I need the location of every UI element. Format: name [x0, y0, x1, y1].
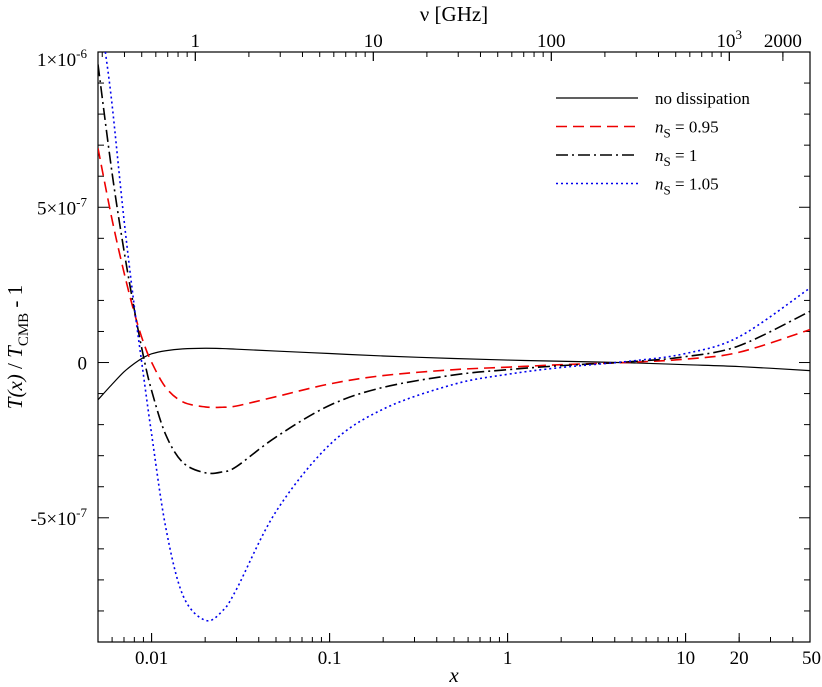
series-line-3	[104, 52, 810, 622]
x-tick-label: 10	[676, 648, 695, 669]
y-tick-label: 5×10-7	[37, 194, 88, 219]
y-axis-title: T(x) / TCMB - 1	[3, 285, 32, 409]
y-tick-label: 1×10-6	[37, 46, 88, 71]
top-tick-label: 100	[537, 31, 566, 52]
y-tick-label: 0	[78, 354, 88, 375]
top-axis-title: ν [GHz]	[420, 2, 488, 26]
series-lines	[98, 52, 810, 622]
axis-tick-labels: 0.01 0.1 1 10 20 50 1 10 100 103 2000 1×10-6 5×10-7 0…	[31, 27, 821, 669]
y-tick-label: -5×10-7	[31, 505, 88, 530]
x-tick-label: 1	[503, 648, 513, 669]
series-line-0	[98, 347, 810, 401]
top-tick-label: 10	[364, 31, 383, 52]
axis-ticks	[97, 51, 811, 643]
x-tick-label: 0.1	[318, 648, 342, 669]
series-line-2	[98, 64, 810, 475]
x-axis-title: x	[448, 663, 459, 687]
legend-label-3: nS = 1.05	[655, 175, 719, 198]
legend-label-1: nS = 0.95	[655, 118, 719, 141]
legend-label-2: nS = 1	[655, 146, 697, 169]
top-tick-label: 1	[191, 31, 201, 52]
x-tick-label: 0.01	[135, 648, 168, 669]
x-tick-label: 20	[730, 648, 749, 669]
plot-frame	[97, 51, 811, 643]
legend: no dissipation nS = 0.95 nS = 1 nS = 1.05	[556, 89, 750, 198]
x-tick-label: 50	[802, 648, 821, 669]
top-tick-label: 2000	[764, 31, 802, 52]
legend-label-0: no dissipation	[655, 89, 750, 108]
top-tick-label: 103	[717, 27, 743, 52]
